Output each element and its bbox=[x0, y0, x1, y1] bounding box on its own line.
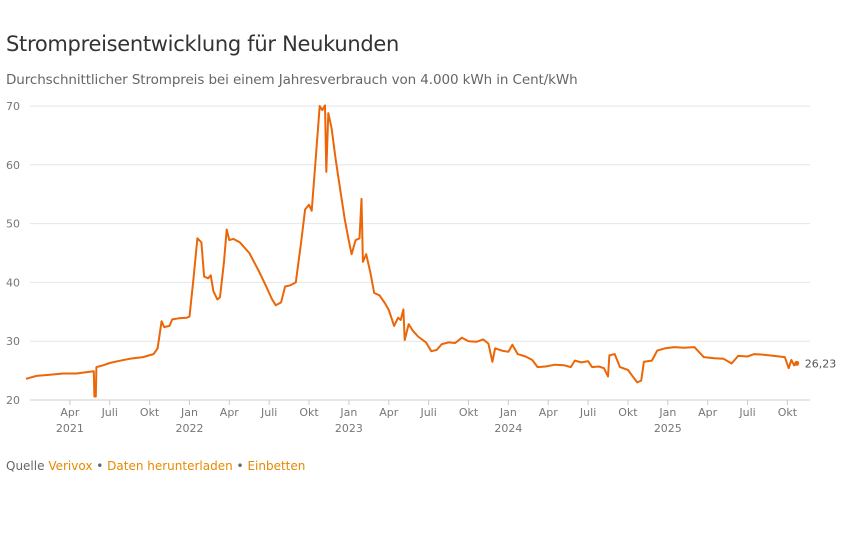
y-tick-label: 70 bbox=[6, 100, 20, 113]
source-prefix: Quelle bbox=[6, 459, 45, 473]
x-tick-label: Okt bbox=[778, 406, 798, 419]
x-tick-label: Jan bbox=[339, 406, 357, 419]
chart-subtitle: Durchschnittlicher Strompreis bei einem … bbox=[6, 72, 578, 88]
x-tick-label: Juli bbox=[260, 406, 277, 419]
x-tick-label: Apr bbox=[60, 406, 80, 419]
embed-link[interactable]: Einbetten bbox=[247, 459, 306, 473]
line-chart: 20 30 40 50 60 70 Apr 2021 Juli Okt Jan 2022 Apr Jul… bbox=[6, 100, 837, 435]
y-tick-label: 50 bbox=[6, 218, 20, 231]
y-tick-label: 30 bbox=[6, 335, 20, 348]
x-year-label: 2024 bbox=[494, 422, 522, 435]
x-tick-label: Apr bbox=[220, 406, 240, 419]
y-tick-label: 20 bbox=[6, 394, 20, 407]
x-tick-label: Jan bbox=[180, 406, 198, 419]
separator: • bbox=[236, 459, 244, 473]
download-data-link[interactable]: Daten herunterladen bbox=[107, 459, 233, 473]
x-tick-label: Okt bbox=[618, 406, 638, 419]
x-tick-label: Jan bbox=[658, 406, 676, 419]
x-year-label: 2023 bbox=[335, 422, 363, 435]
x-tick-label: Okt bbox=[140, 406, 160, 419]
x-year-label: 2021 bbox=[56, 422, 84, 435]
x-year-label: 2025 bbox=[654, 422, 682, 435]
x-tick-label: Jan bbox=[499, 406, 517, 419]
x-tick-label: Okt bbox=[459, 406, 479, 419]
x-tick-label: Apr bbox=[539, 406, 559, 419]
x-tick-label: Juli bbox=[419, 406, 436, 419]
separator: • bbox=[96, 459, 104, 473]
source-footer: Quelle Verivox • Daten herunterladen • E… bbox=[6, 459, 305, 473]
chart-title: Strompreisentwicklung für Neukunden bbox=[6, 32, 400, 56]
x-tick-label: Juli bbox=[579, 406, 596, 419]
x-tick-label: Juli bbox=[738, 406, 755, 419]
last-value-label: 26,23 bbox=[805, 357, 837, 370]
y-tick-label: 60 bbox=[6, 159, 20, 172]
x-tick-label: Okt bbox=[299, 406, 319, 419]
x-axis: Apr 2021 Juli Okt Jan 2022 Apr Juli Okt Jan 2023 Ap… bbox=[56, 400, 798, 435]
grid-lines bbox=[30, 105, 810, 401]
x-year-label: 2022 bbox=[175, 422, 203, 435]
x-tick-label: Apr bbox=[698, 406, 718, 419]
last-value-marker bbox=[794, 360, 800, 366]
y-tick-label: 40 bbox=[6, 276, 20, 289]
y-axis: 20 30 40 50 60 70 bbox=[6, 100, 20, 407]
x-tick-label: Apr bbox=[379, 406, 399, 419]
series-line-strompreis bbox=[25, 104, 798, 398]
source-link-verivox[interactable]: Verivox bbox=[48, 459, 93, 473]
x-tick-label: Juli bbox=[101, 406, 118, 419]
